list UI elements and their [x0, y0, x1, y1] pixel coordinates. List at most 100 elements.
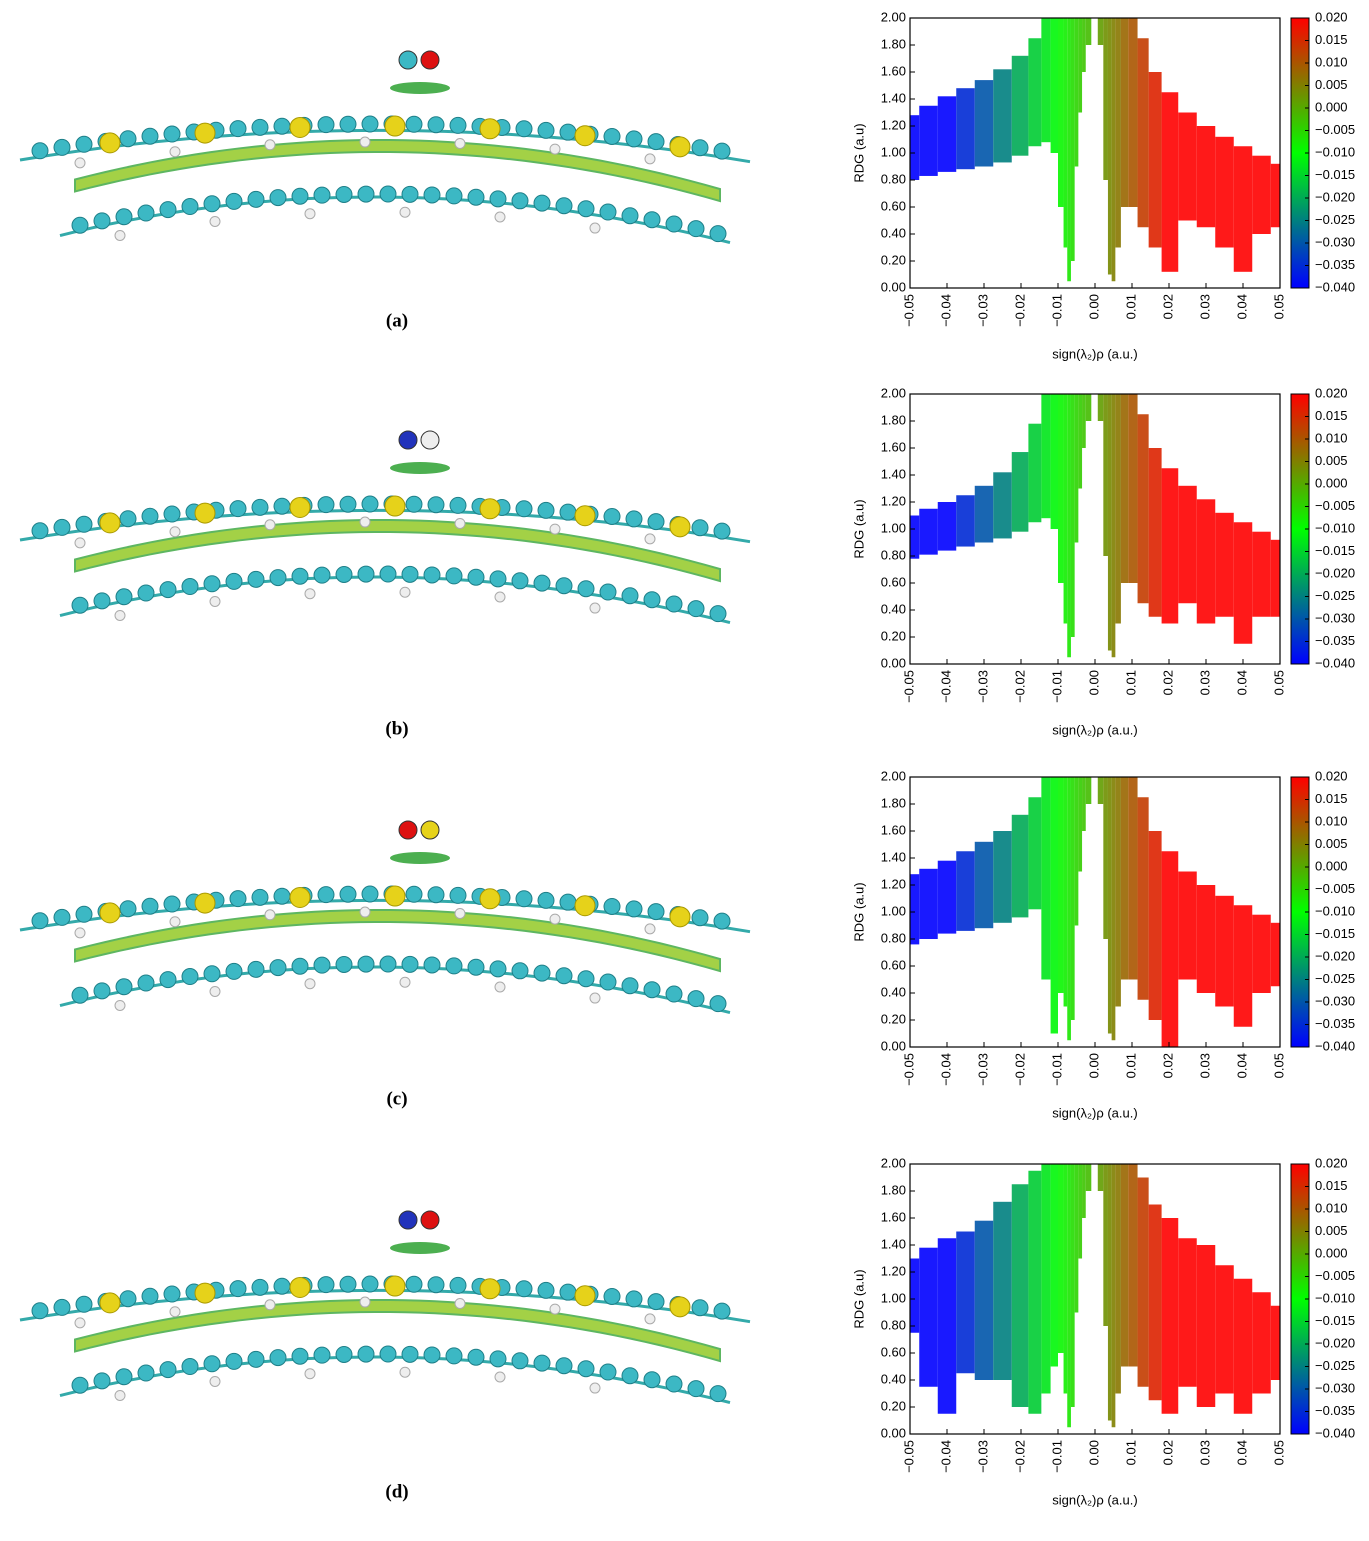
colorbar-tick-label: −0.010 — [1315, 1290, 1355, 1305]
point-cloud-slice — [1097, 394, 1104, 421]
atom — [709, 605, 727, 623]
colorbar-tick-label: −0.015 — [1315, 543, 1355, 558]
atom — [555, 197, 573, 215]
panel-caption: (b) — [385, 718, 408, 739]
x-tick-label: 0.01 — [1123, 1053, 1138, 1078]
atom — [209, 985, 221, 997]
atom — [361, 115, 379, 133]
colorbar-tick-label: 0.010 — [1315, 54, 1348, 69]
atom — [137, 974, 155, 992]
atom — [379, 565, 397, 583]
atom — [304, 588, 316, 600]
x-tick-label: −0.02 — [1012, 294, 1027, 327]
sulfur-atom — [669, 136, 691, 158]
x-tick-label: −0.02 — [1012, 1053, 1027, 1086]
colorbar-tick-label: 0.005 — [1315, 77, 1348, 92]
point-cloud-slice — [1082, 1164, 1086, 1218]
point-cloud-slice — [1137, 414, 1149, 604]
colorbar-tick-label: 0.020 — [1315, 1155, 1348, 1170]
point-cloud-slice — [1107, 18, 1112, 275]
x-tick-label: −0.05 — [901, 670, 916, 703]
x-axis-label: sign(λ₂)ρ (a.u.) — [1052, 1492, 1137, 1507]
point-cloud-slice — [1011, 452, 1029, 532]
colorbar-tick-label: 0.015 — [1315, 1178, 1348, 1193]
point-cloud-slice — [1103, 777, 1108, 939]
atom — [467, 1348, 485, 1366]
point-cloud-slice — [1085, 1164, 1092, 1191]
atom — [361, 495, 379, 513]
y-tick-label: 1.00 — [881, 903, 906, 918]
point-cloud-slice — [1215, 895, 1234, 1007]
sulfur-atom — [194, 502, 216, 524]
atom — [427, 116, 445, 134]
atom — [53, 1298, 71, 1316]
point-cloud-slice — [1067, 777, 1071, 1041]
colorbar-tick-label: −0.030 — [1315, 1380, 1355, 1395]
sulfur-atom — [669, 516, 691, 538]
atom — [291, 567, 309, 585]
atom — [339, 1275, 357, 1293]
point-cloud-slice — [1058, 777, 1064, 993]
isosurface-patch — [390, 82, 450, 94]
atom — [398, 1210, 418, 1230]
atom — [357, 185, 375, 203]
point-cloud-slice — [1137, 797, 1149, 1000]
colorbar-tick-label: −0.025 — [1315, 588, 1355, 603]
atom — [467, 958, 485, 976]
point-cloud-slice — [937, 1238, 957, 1414]
atom — [359, 516, 371, 528]
point-cloud-slice — [1028, 797, 1042, 910]
point-cloud-slice — [993, 831, 1012, 923]
point-cloud-slice — [1270, 1305, 1280, 1380]
point-cloud-slice — [1050, 777, 1058, 1034]
sulfur-atom — [479, 498, 501, 520]
x-axis-label: sign(λ₂)ρ (a.u.) — [1052, 1105, 1137, 1120]
atom — [53, 518, 71, 536]
y-tick-label: 0.40 — [881, 1371, 906, 1386]
colorbar-tick-label: 0.020 — [1315, 9, 1348, 24]
atom — [115, 588, 133, 606]
atom — [209, 595, 221, 607]
point-cloud-slice — [1070, 1164, 1075, 1407]
atom — [489, 570, 507, 588]
point-cloud-slice — [1011, 814, 1029, 918]
atom — [687, 600, 705, 618]
atom — [643, 591, 661, 609]
sulfur-atom — [289, 116, 311, 138]
colorbar-tick-label: −0.025 — [1315, 212, 1355, 227]
atom — [159, 201, 177, 219]
y-axis-label: RDG (a.u) — [851, 499, 866, 558]
point-cloud-slice — [1074, 1164, 1079, 1313]
point-cloud-slice — [1161, 1218, 1179, 1414]
atom — [304, 208, 316, 220]
y-tick-label: 0.00 — [881, 1038, 906, 1053]
atom — [665, 215, 683, 233]
atom — [559, 1283, 577, 1301]
atom — [549, 1303, 561, 1315]
sulfur-atom — [99, 512, 121, 534]
colorbar-tick-label: 0.005 — [1315, 453, 1348, 468]
point-cloud-slice — [974, 1220, 994, 1380]
colorbar-tick-label: 0.005 — [1315, 836, 1348, 851]
point-cloud-slice — [1252, 531, 1271, 617]
atom — [313, 1346, 331, 1364]
atom — [537, 1281, 555, 1299]
atom — [93, 212, 111, 230]
atom — [137, 204, 155, 222]
y-tick-label: 0.20 — [881, 252, 906, 267]
point-cloud-slice — [1115, 18, 1121, 248]
x-tick-label: −0.01 — [1049, 670, 1064, 703]
point-cloud-slice — [1178, 112, 1197, 221]
atom — [247, 1350, 265, 1368]
atom — [511, 962, 529, 980]
y-axis-label: RDG (a.u) — [851, 882, 866, 941]
point-cloud-slice — [1041, 1164, 1051, 1394]
atom — [599, 583, 617, 601]
x-tick-label: 0.05 — [1271, 294, 1286, 319]
point-cloud-slice — [1233, 905, 1253, 1027]
atom — [515, 120, 533, 138]
point-cloud-slice — [1082, 777, 1086, 831]
atom — [317, 496, 335, 514]
point-cloud-slice — [1120, 777, 1129, 980]
atom — [379, 185, 397, 203]
